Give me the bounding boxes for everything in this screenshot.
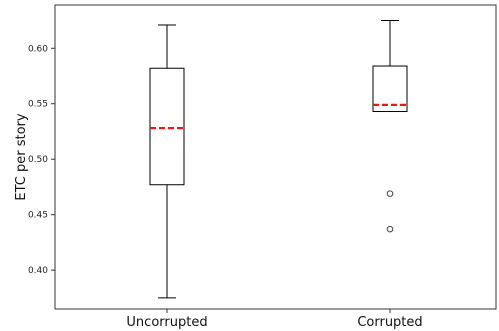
- y-axis-title: ETC per story: [14, 113, 29, 200]
- x-tick-label: Uncorrupted: [126, 315, 207, 330]
- y-tick-label: 0.50: [28, 155, 48, 165]
- box-group-corrupted: [372, 20, 408, 233]
- outlier-point: [386, 190, 394, 197]
- y-tick-label: 0.60: [28, 44, 48, 54]
- category-labels: Uncorrupted Corrupted: [126, 309, 423, 330]
- boxes: [149, 20, 408, 299]
- box-iqr: [372, 65, 408, 113]
- y-tick-label: 0.40: [28, 266, 48, 276]
- y-tick-label: 0.55: [28, 100, 48, 110]
- x-tick-label: Corrupted: [357, 315, 422, 330]
- y-tick-label: 0.45: [28, 211, 48, 221]
- outlier-point: [386, 225, 394, 233]
- plot-frame: [54, 4, 497, 310]
- y-ticks: 0.40 0.45 0.50 0.55 0.60: [28, 44, 55, 276]
- box-group-uncorrupted: [149, 24, 185, 299]
- box-iqr: [149, 67, 185, 186]
